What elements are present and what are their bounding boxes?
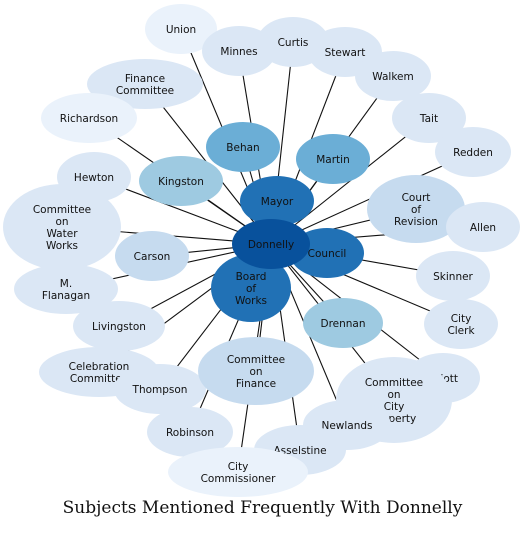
nodes: Union Minnes Curtis Stewart Walkem Finance Com… (3, 4, 520, 497)
node-label-m-flanagan: M. Flanagan (42, 278, 90, 302)
node-label-hewton: Hewton (74, 172, 114, 184)
node-city-clerk: City Clerk (424, 299, 498, 349)
node-label-donnelly: Donnelly (248, 239, 294, 251)
node-label-city-commissioner: City Commissioner (201, 461, 277, 485)
node-label-carson: Carson (134, 251, 171, 263)
node-label-committee-water-works: Committee on Water Works (33, 204, 91, 252)
node-shape-kingston (139, 156, 223, 206)
node-label-minnes: Minnes (220, 46, 257, 58)
node-shape-walkem (355, 51, 431, 101)
node-shape-robinson (147, 407, 233, 457)
node-label-thompson: Thompson (132, 384, 188, 396)
node-thompson: Thompson (114, 364, 206, 414)
node-shape-committee-water-works (3, 184, 121, 270)
node-walkem: Walkem (355, 51, 431, 101)
node-label-tait: Tait (419, 113, 438, 125)
node-richardson: Richardson (41, 93, 137, 143)
node-shape-redden (435, 127, 511, 177)
node-shape-city-clerk (424, 299, 498, 349)
node-redden: Redden (435, 127, 511, 177)
node-livingston: Livingston (73, 301, 165, 351)
node-shape-union (145, 4, 217, 54)
node-shape-richardson (41, 93, 137, 143)
node-city-commissioner: City Commissioner (168, 447, 308, 497)
node-label-asselstine: Asselstine (273, 445, 326, 457)
node-label-robinson: Robinson (166, 427, 214, 439)
node-drennan: Drennan (303, 298, 383, 348)
node-label-stewart: Stewart (325, 47, 366, 59)
node-label-drennan: Drennan (320, 318, 365, 330)
node-label-walkem: Walkem (372, 71, 413, 83)
node-committee-water-works: Committee on Water Works (3, 184, 121, 270)
node-court-of-revision: Court of Revision (367, 175, 465, 243)
node-shape-city-commissioner (168, 447, 308, 497)
node-union: Union (145, 4, 217, 54)
node-label-mayor: Mayor (261, 196, 294, 208)
node-label-union: Union (166, 24, 196, 36)
node-shape-drennan (303, 298, 383, 348)
node-shape-committee-on-finance (198, 337, 314, 405)
node-tait: Tait (392, 93, 466, 143)
node-shape-thompson (114, 364, 206, 414)
node-finance-committee: Finance Committee (87, 59, 203, 109)
diagram-title: Subjects Mentioned Frequently With Donne… (62, 498, 463, 518)
node-shape-m-flanagan (14, 264, 118, 314)
node-mayor: Mayor (240, 176, 314, 226)
node-label-redden: Redden (453, 147, 493, 159)
node-shape-court-of-revision (367, 175, 465, 243)
node-label-newlands: Newlands (321, 420, 372, 432)
node-label-skinner: Skinner (433, 271, 473, 283)
node-shape-board-of-works (211, 254, 291, 322)
node-label-board-of-works: Board of Works (235, 271, 267, 307)
node-label-livingston: Livingston (92, 321, 146, 333)
node-shape-finance-committee (87, 59, 203, 109)
node-behan: Behan (206, 122, 280, 172)
node-shape-skinner (416, 251, 490, 301)
node-label-behan: Behan (226, 142, 259, 154)
node-martin: Martin (296, 134, 370, 184)
node-allen: Allen (446, 202, 520, 252)
node-label-martin: Martin (316, 154, 350, 166)
node-shape-donnelly (232, 219, 310, 269)
node-shape-tait (392, 93, 466, 143)
node-shape-mayor (240, 176, 314, 226)
node-kingston: Kingston (139, 156, 223, 206)
node-shape-martin (296, 134, 370, 184)
node-carson: Carson (115, 231, 189, 281)
node-board-of-works: Board of Works (211, 254, 291, 322)
node-label-kingston: Kingston (158, 176, 204, 188)
node-label-curtis: Curtis (278, 37, 309, 49)
node-donnelly: Donnelly (232, 219, 310, 269)
node-shape-allen (446, 202, 520, 252)
node-label-richardson: Richardson (60, 113, 118, 125)
node-committee-on-finance: Committee on Finance (198, 337, 314, 405)
node-shape-livingston (73, 301, 165, 351)
node-label-committee-on-finance: Committee on Finance (227, 354, 285, 390)
node-label-city-clerk: City Clerk (447, 313, 475, 337)
node-skinner: Skinner (416, 251, 490, 301)
node-label-finance-committee: Finance Committee (116, 73, 174, 97)
node-m-flanagan: M. Flanagan (14, 264, 118, 314)
node-label-allen: Allen (470, 222, 496, 234)
node-label-council: Council (308, 248, 347, 260)
node-shape-carson (115, 231, 189, 281)
node-label-celebration-committee: Celebration Committee (69, 361, 130, 385)
node-robinson: Robinson (147, 407, 233, 457)
node-shape-behan (206, 122, 280, 172)
node-label-court-of-revision: Court of Revision (394, 192, 438, 228)
